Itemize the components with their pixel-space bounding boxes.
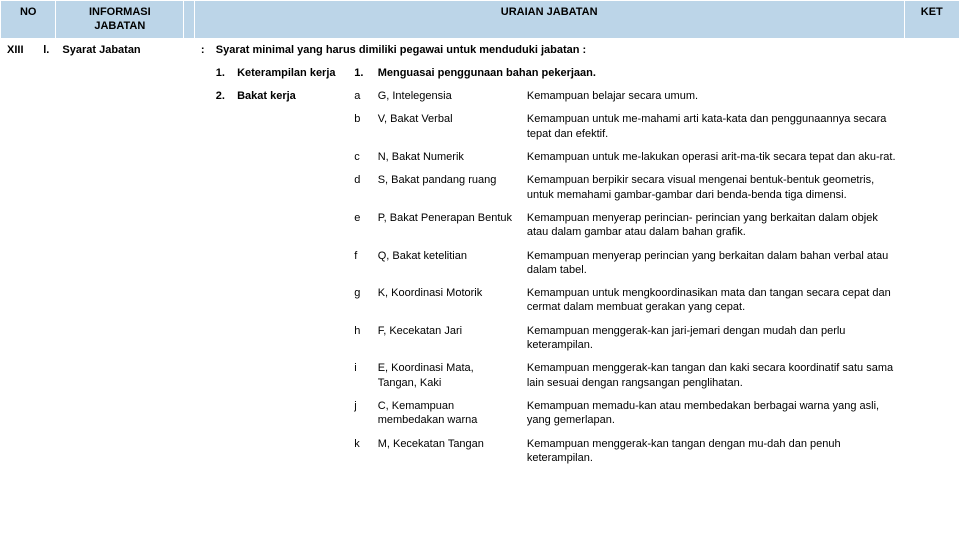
bakat-key-5: f: [348, 244, 371, 282]
bakat-name-7: F, Kecekatan Jari: [371, 319, 520, 357]
header-informasi: INFORMASI JABATAN: [56, 1, 184, 39]
bakat-desc-9: Kemampuan memadu-kan atau membedakan ber…: [520, 394, 904, 432]
cell-colon: :: [194, 38, 209, 61]
bakat-name-8: E, Koordinasi Mata, Tangan, Kaki: [371, 357, 520, 395]
item1-num: 1.: [209, 61, 230, 84]
bakat-name-2: N, Bakat Numerik: [371, 146, 520, 169]
bakat-key-10: k: [348, 432, 371, 470]
bakat-desc-10: Kemampuan menggerak-kan tangan dengan mu…: [520, 432, 904, 470]
bakat-name-9: C, Kemampuan membedakan warna: [371, 394, 520, 432]
bakat-key-2: c: [348, 146, 371, 169]
header-blank: [184, 1, 195, 39]
bakat-name-5: Q, Bakat ketelitian: [371, 244, 520, 282]
cell-ket: [904, 38, 960, 470]
row-xiii: XIII l. Syarat Jabatan : Syarat minimal …: [1, 38, 960, 61]
bakat-name-0: G, Intelegensia: [371, 85, 520, 108]
item2-label: Bakat kerja: [231, 85, 348, 470]
bakat-key-8: i: [348, 357, 371, 395]
bakat-desc-0: Kemampuan belajar secara umum.: [520, 85, 904, 108]
jabatan-table: NO INFORMASI JABATAN URAIAN JABATAN KET …: [0, 0, 960, 470]
cell-informasi: Syarat Jabatan: [56, 38, 184, 470]
header-ket: KET: [904, 1, 960, 39]
bakat-name-3: S, Bakat pandang ruang: [371, 169, 520, 207]
bakat-key-6: g: [348, 282, 371, 320]
bakat-key-7: h: [348, 319, 371, 357]
item1-label: Keterampilan kerja: [231, 61, 348, 84]
bakat-key-0: a: [348, 85, 371, 108]
bakat-desc-8: Kemampuan menggerak-kan tangan dan kaki …: [520, 357, 904, 395]
item1-valnum: 1.: [348, 61, 371, 84]
bakat-desc-5: Kemampuan menyerap perincian yang berkai…: [520, 244, 904, 282]
bakat-desc-3: Kemampuan berpikir secara visual mengena…: [520, 169, 904, 207]
header-uraian: URAIAN JABATAN: [194, 1, 904, 39]
cell-sub: l.: [37, 38, 56, 470]
bakat-key-9: j: [348, 394, 371, 432]
bakat-key-4: e: [348, 206, 371, 244]
bakat-desc-2: Kemampuan untuk me-lakukan operasi arit-…: [520, 146, 904, 169]
bakat-desc-1: Kemampuan untuk me-mahami arti kata-kata…: [520, 108, 904, 146]
bakat-name-1: V, Bakat Verbal: [371, 108, 520, 146]
bakat-desc-6: Kemampuan untuk mengkoordinasikan mata d…: [520, 282, 904, 320]
cell-uraian-top: Syarat minimal yang harus dimiliki pegaw…: [209, 38, 904, 61]
cell-colon-cont: [194, 61, 209, 469]
bakat-key-1: b: [348, 108, 371, 146]
header-row: NO INFORMASI JABATAN URAIAN JABATAN KET: [1, 1, 960, 39]
cell-no: XIII: [1, 38, 37, 470]
item2-num: 2.: [209, 85, 230, 470]
cell-blank: [184, 38, 195, 470]
bakat-name-10: M, Kecekatan Tangan: [371, 432, 520, 470]
header-no: NO: [1, 1, 56, 39]
bakat-desc-7: Kemampuan menggerak-kan jari-jemari deng…: [520, 319, 904, 357]
bakat-name-4: P, Bakat Penerapan Bentuk: [371, 206, 520, 244]
item1-valtext: Menguasai penggunaan bahan pekerjaan.: [371, 61, 904, 84]
bakat-key-3: d: [348, 169, 371, 207]
bakat-desc-4: Kemampuan menyerap perincian- perincian …: [520, 206, 904, 244]
bakat-name-6: K, Koordinasi Motorik: [371, 282, 520, 320]
